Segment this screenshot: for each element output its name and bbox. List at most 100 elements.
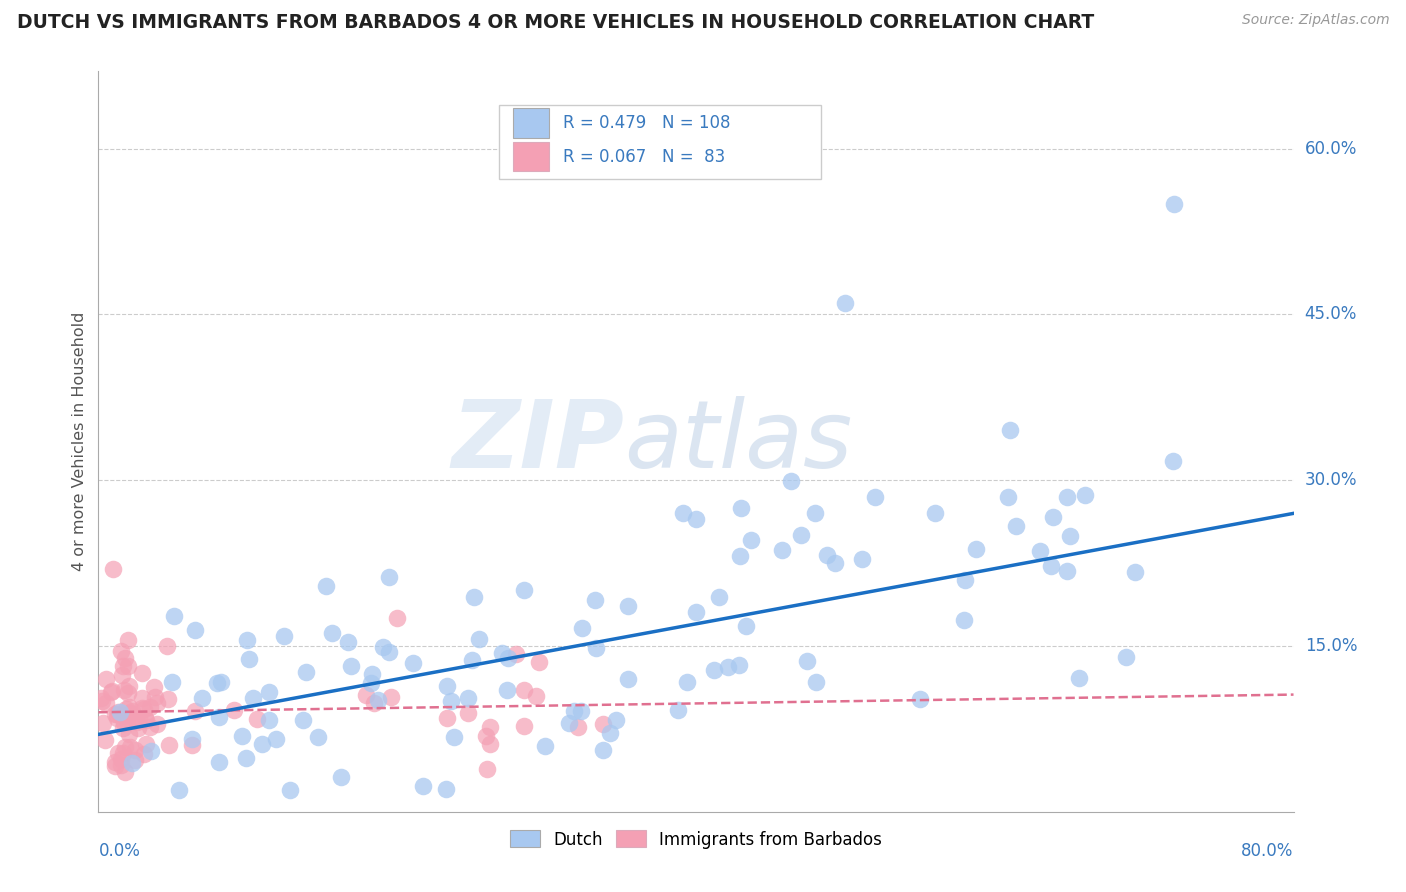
Point [132,702,155,716]
Point [156,640,179,654]
Point [676,675,699,690]
Point [685,512,707,526]
Point [512,683,534,698]
Point [360,675,382,690]
Point [146,696,169,710]
Point [770,543,793,558]
Text: 15.0%: 15.0% [1305,637,1357,655]
Point [104,755,127,769]
Point [924,507,946,521]
Point [567,720,589,734]
Point [834,296,856,310]
Point [121,704,143,718]
Point [160,675,183,690]
Point [512,719,534,733]
Text: DUTCH VS IMMIGRANTS FROM BARBADOS 4 OR MORE VEHICLES IN HOUSEHOLD CORRELATION CH: DUTCH VS IMMIGRANTS FROM BARBADOS 4 OR M… [17,13,1094,32]
Point [562,705,585,719]
Point [157,692,180,706]
FancyBboxPatch shape [513,142,548,171]
Point [436,711,458,725]
Point [380,690,402,704]
Point [236,633,259,648]
Point [569,704,592,718]
Point [224,704,246,718]
Point [512,582,534,597]
Point [117,686,139,700]
Point [91,694,114,708]
Point [496,650,519,665]
Point [273,629,295,643]
Point [526,690,548,704]
Point [1115,650,1137,665]
Point [167,782,190,797]
Point [238,652,260,666]
Point [131,666,153,681]
Point [367,693,389,707]
Point [336,635,359,649]
Point [117,658,139,673]
Point [242,690,264,705]
Point [114,739,136,754]
Point [118,699,141,714]
Point [865,490,887,504]
Point [205,675,228,690]
Point [998,424,1021,438]
Point [780,474,803,488]
Point [141,744,163,758]
Point [181,738,204,752]
FancyBboxPatch shape [499,104,821,178]
Point [534,739,557,754]
Point [717,660,740,674]
Text: atlas: atlas [624,396,852,487]
Point [730,549,752,563]
Point [124,753,146,767]
Point [1059,529,1081,543]
Point [583,593,606,607]
Point [354,688,377,702]
FancyBboxPatch shape [513,108,548,138]
Text: 0.0%: 0.0% [98,842,141,860]
Point [436,680,458,694]
Point [434,781,457,796]
Point [953,613,976,627]
Point [121,756,143,770]
Point [330,770,353,784]
Point [118,726,141,740]
Point [114,765,136,780]
Point [1004,519,1026,533]
Point [377,645,399,659]
Point [730,500,752,515]
Point [1039,559,1062,574]
Point [105,706,128,721]
Point [208,755,231,769]
Point [114,709,136,723]
Point [321,625,343,640]
Point [557,716,579,731]
Point [104,759,127,773]
Point [735,619,758,633]
Point [571,621,593,635]
Point [110,644,132,658]
Point [505,647,527,661]
Point [340,658,363,673]
Point [143,680,166,694]
Point [672,506,695,520]
Point [1123,565,1146,579]
Point [740,533,762,548]
Point [112,746,135,760]
Point [117,633,139,648]
Point [592,743,614,757]
Point [965,541,987,556]
Point [90,691,112,706]
Point [131,701,153,715]
Point [789,528,811,542]
Point [208,709,231,723]
Text: R = 0.067   N =  83: R = 0.067 N = 83 [564,147,725,166]
Point [184,704,207,718]
Point [110,757,132,772]
Point [94,672,117,686]
Point [127,715,149,730]
Point [110,668,132,682]
Point [131,690,153,705]
Point [953,573,976,587]
